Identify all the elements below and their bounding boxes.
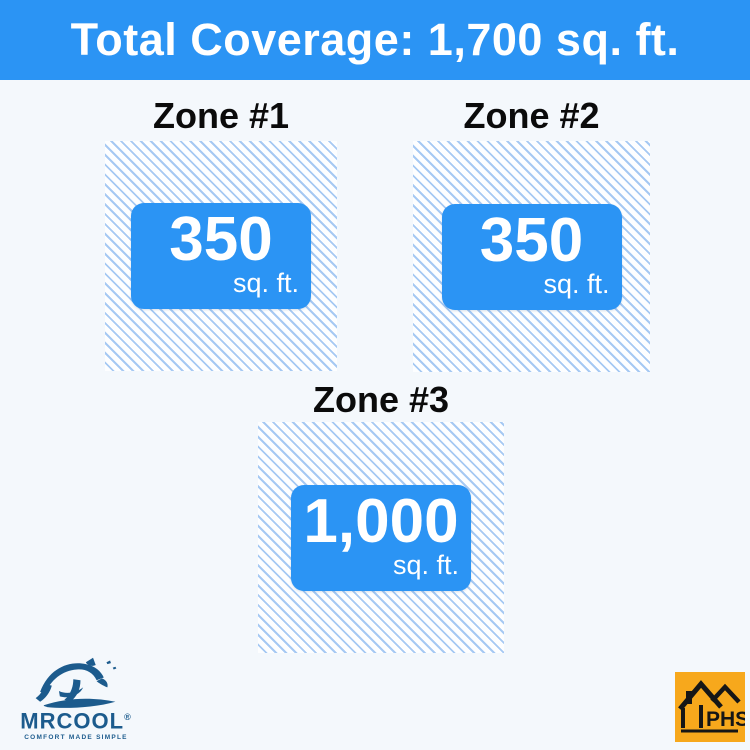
mrcool-wordmark: MRCOOL® [14,706,138,732]
zone-1-coverage-area: 350 sq. ft. [105,141,337,371]
zone-3-title: Zone #3 [312,379,450,420]
zone-2-sqft-value: 350 [479,205,584,275]
mrcool-logo: MRCOOL® COMFORT MADE SIMPLE [14,656,138,741]
header-banner: Total Coverage: 1,700 sq. ft. [0,0,750,80]
phs-house-icon: PHS [675,672,745,742]
polar-bear-icon [35,657,117,708]
zone-2-sqft-unit: sq. ft. [543,268,610,299]
zone-3-sqft-value: 1,000 [303,486,459,556]
zone-2-coverage-area: 350 sq. ft. [413,141,650,372]
zone-1-sqft-unit: sq. ft. [232,268,299,298]
total-coverage-title: Total Coverage: 1,700 sq. ft. [70,14,680,65]
zone-1-value-card: 350 sq. ft. [131,203,311,309]
phs-name: PHS [706,708,745,731]
zone-3-value-card: 1,000 sq. ft. [291,484,471,591]
phs-logo: PHS [675,672,745,742]
zone-1-sqft-value: 350 [169,205,273,274]
zone-2-value-card: 350 sq. ft. [441,203,622,310]
zone-2-title: Zone #2 [463,95,600,136]
registered-mark: ® [124,712,132,722]
zone-1-title: Zone #1 [152,95,290,136]
mrcool-name: MRCOOL [20,708,125,734]
mrcool-tagline: COMFORT MADE SIMPLE [24,734,128,742]
zone-3-coverage-area: 1,000 sq. ft. [258,422,504,653]
zone-3-sqft-unit: sq. ft. [392,549,459,580]
